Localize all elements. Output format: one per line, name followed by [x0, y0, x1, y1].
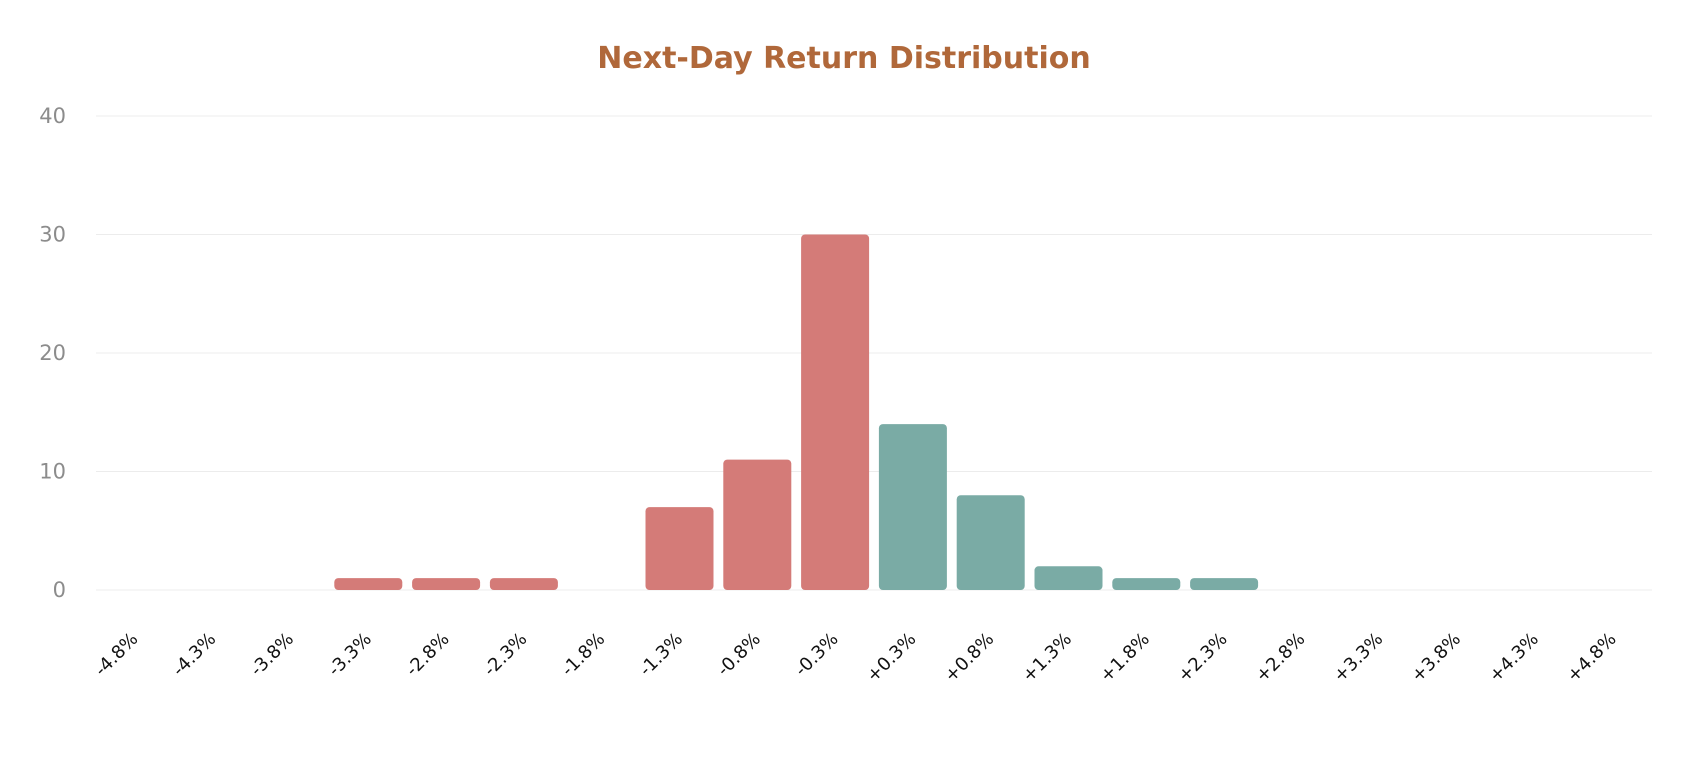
histogram-bar: [412, 578, 481, 590]
x-tick-label: -0.3%: [791, 629, 843, 681]
x-tick-label: -1.3%: [635, 629, 687, 681]
histogram-bar: [801, 234, 870, 590]
y-tick-label: 30: [39, 223, 66, 247]
x-tick-label: +4.3%: [1485, 629, 1543, 687]
x-tick-label: +1.8%: [1096, 629, 1154, 687]
y-tick-label: 0: [53, 578, 66, 602]
x-tick-label: -2.8%: [402, 629, 454, 681]
x-tick-label: +0.3%: [863, 629, 921, 687]
x-tick-label: +4.8%: [1563, 629, 1621, 687]
histogram-bar: [723, 459, 792, 590]
histogram-bar: [1112, 578, 1181, 590]
x-tick-label: -0.8%: [713, 629, 765, 681]
x-tick-label: -2.3%: [480, 629, 532, 681]
y-tick-label: 10: [39, 460, 66, 484]
x-tick-label: +2.8%: [1252, 629, 1310, 687]
y-axis: 0 10 20 30 40: [39, 104, 66, 602]
histogram-bar: [645, 507, 714, 590]
histogram-bar: [956, 495, 1025, 590]
x-tick-label: +2.3%: [1174, 629, 1232, 687]
x-axis: -4.8% -4.3% -3.8% -3.3% -2.8% -2.3% -1.8% -1.3%…: [91, 629, 1621, 687]
grid-layer: [96, 115, 1652, 591]
x-tick-label: +3.3%: [1329, 629, 1387, 687]
x-tick-label: -4.8%: [91, 629, 143, 681]
histogram-bar: [334, 578, 403, 590]
x-tick-label: -3.8%: [246, 629, 298, 681]
x-tick-label: -4.3%: [168, 629, 220, 681]
y-tick-label: 20: [39, 341, 66, 365]
histogram-bar: [489, 578, 558, 590]
y-tick-label: 40: [39, 104, 66, 128]
histogram-bar: [1034, 566, 1103, 590]
histogram-bar: [878, 424, 947, 590]
histogram-bar: [1190, 578, 1259, 590]
chart-title: Next-Day Return Distribution: [597, 41, 1090, 76]
x-tick-label: +0.8%: [940, 629, 998, 687]
x-tick-label: +3.8%: [1407, 629, 1465, 687]
bars-layer: [334, 234, 1259, 590]
x-tick-label: +1.3%: [1018, 629, 1076, 687]
x-tick-label: -3.3%: [324, 629, 376, 681]
x-tick-label: -1.8%: [557, 629, 609, 681]
